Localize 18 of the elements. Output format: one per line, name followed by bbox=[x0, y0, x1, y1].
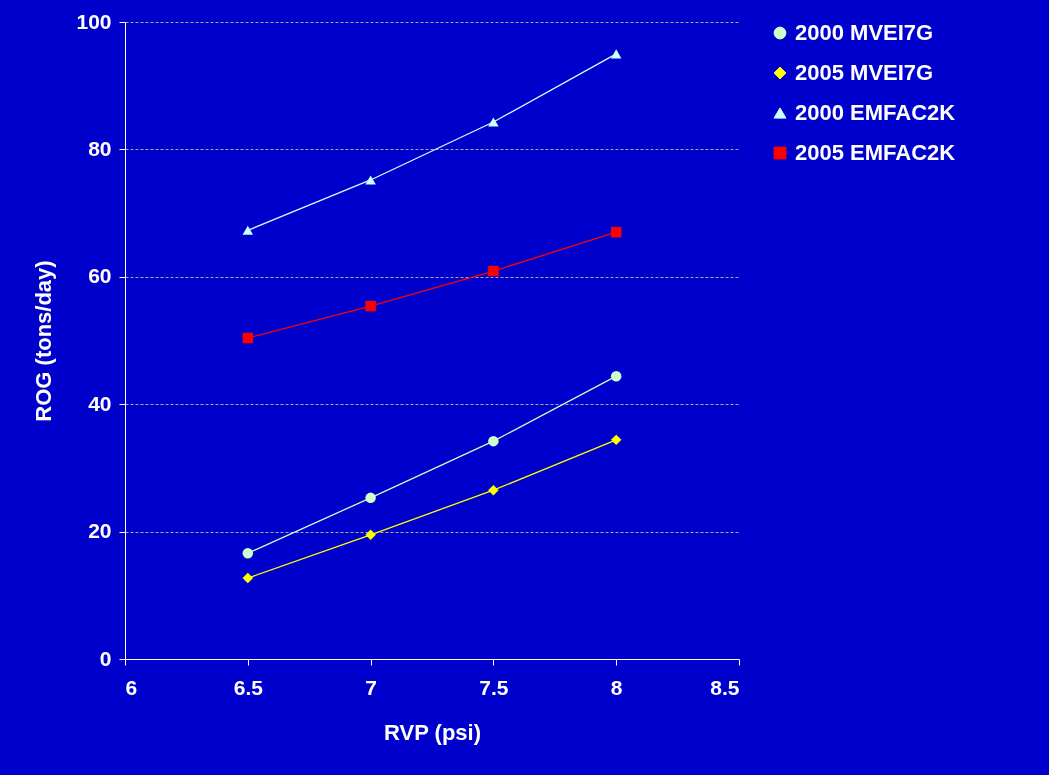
x-axis-title: RVP (psi) bbox=[384, 719, 481, 745]
x-tick-label: 6.5 bbox=[233, 675, 264, 699]
y-tick-label: 100 bbox=[76, 9, 112, 33]
y-tick-label: 20 bbox=[88, 519, 112, 543]
x-tick-label: 8.5 bbox=[710, 675, 740, 699]
x-tick-label: 7 bbox=[365, 675, 377, 699]
y-tick-label: 40 bbox=[88, 391, 112, 415]
x-tick-label: 8 bbox=[610, 675, 623, 699]
y-tick-label: 80 bbox=[88, 136, 112, 160]
y-tick-label: 60 bbox=[88, 264, 112, 288]
x-tick-label: 7.5 bbox=[479, 675, 509, 699]
y-tick-label: 0 bbox=[99, 646, 112, 670]
x-tick-label: 6 bbox=[125, 675, 138, 699]
legend-label: 2005 MVEI7G bbox=[795, 60, 934, 85]
legend-label: 2000 EMFAC2K bbox=[795, 100, 956, 125]
legend-label: 2000 MVEI7G bbox=[795, 20, 934, 45]
y-axis-title: ROG (tons/day) bbox=[31, 260, 57, 422]
legend-label: 2005 EMFAC2K bbox=[795, 140, 956, 165]
